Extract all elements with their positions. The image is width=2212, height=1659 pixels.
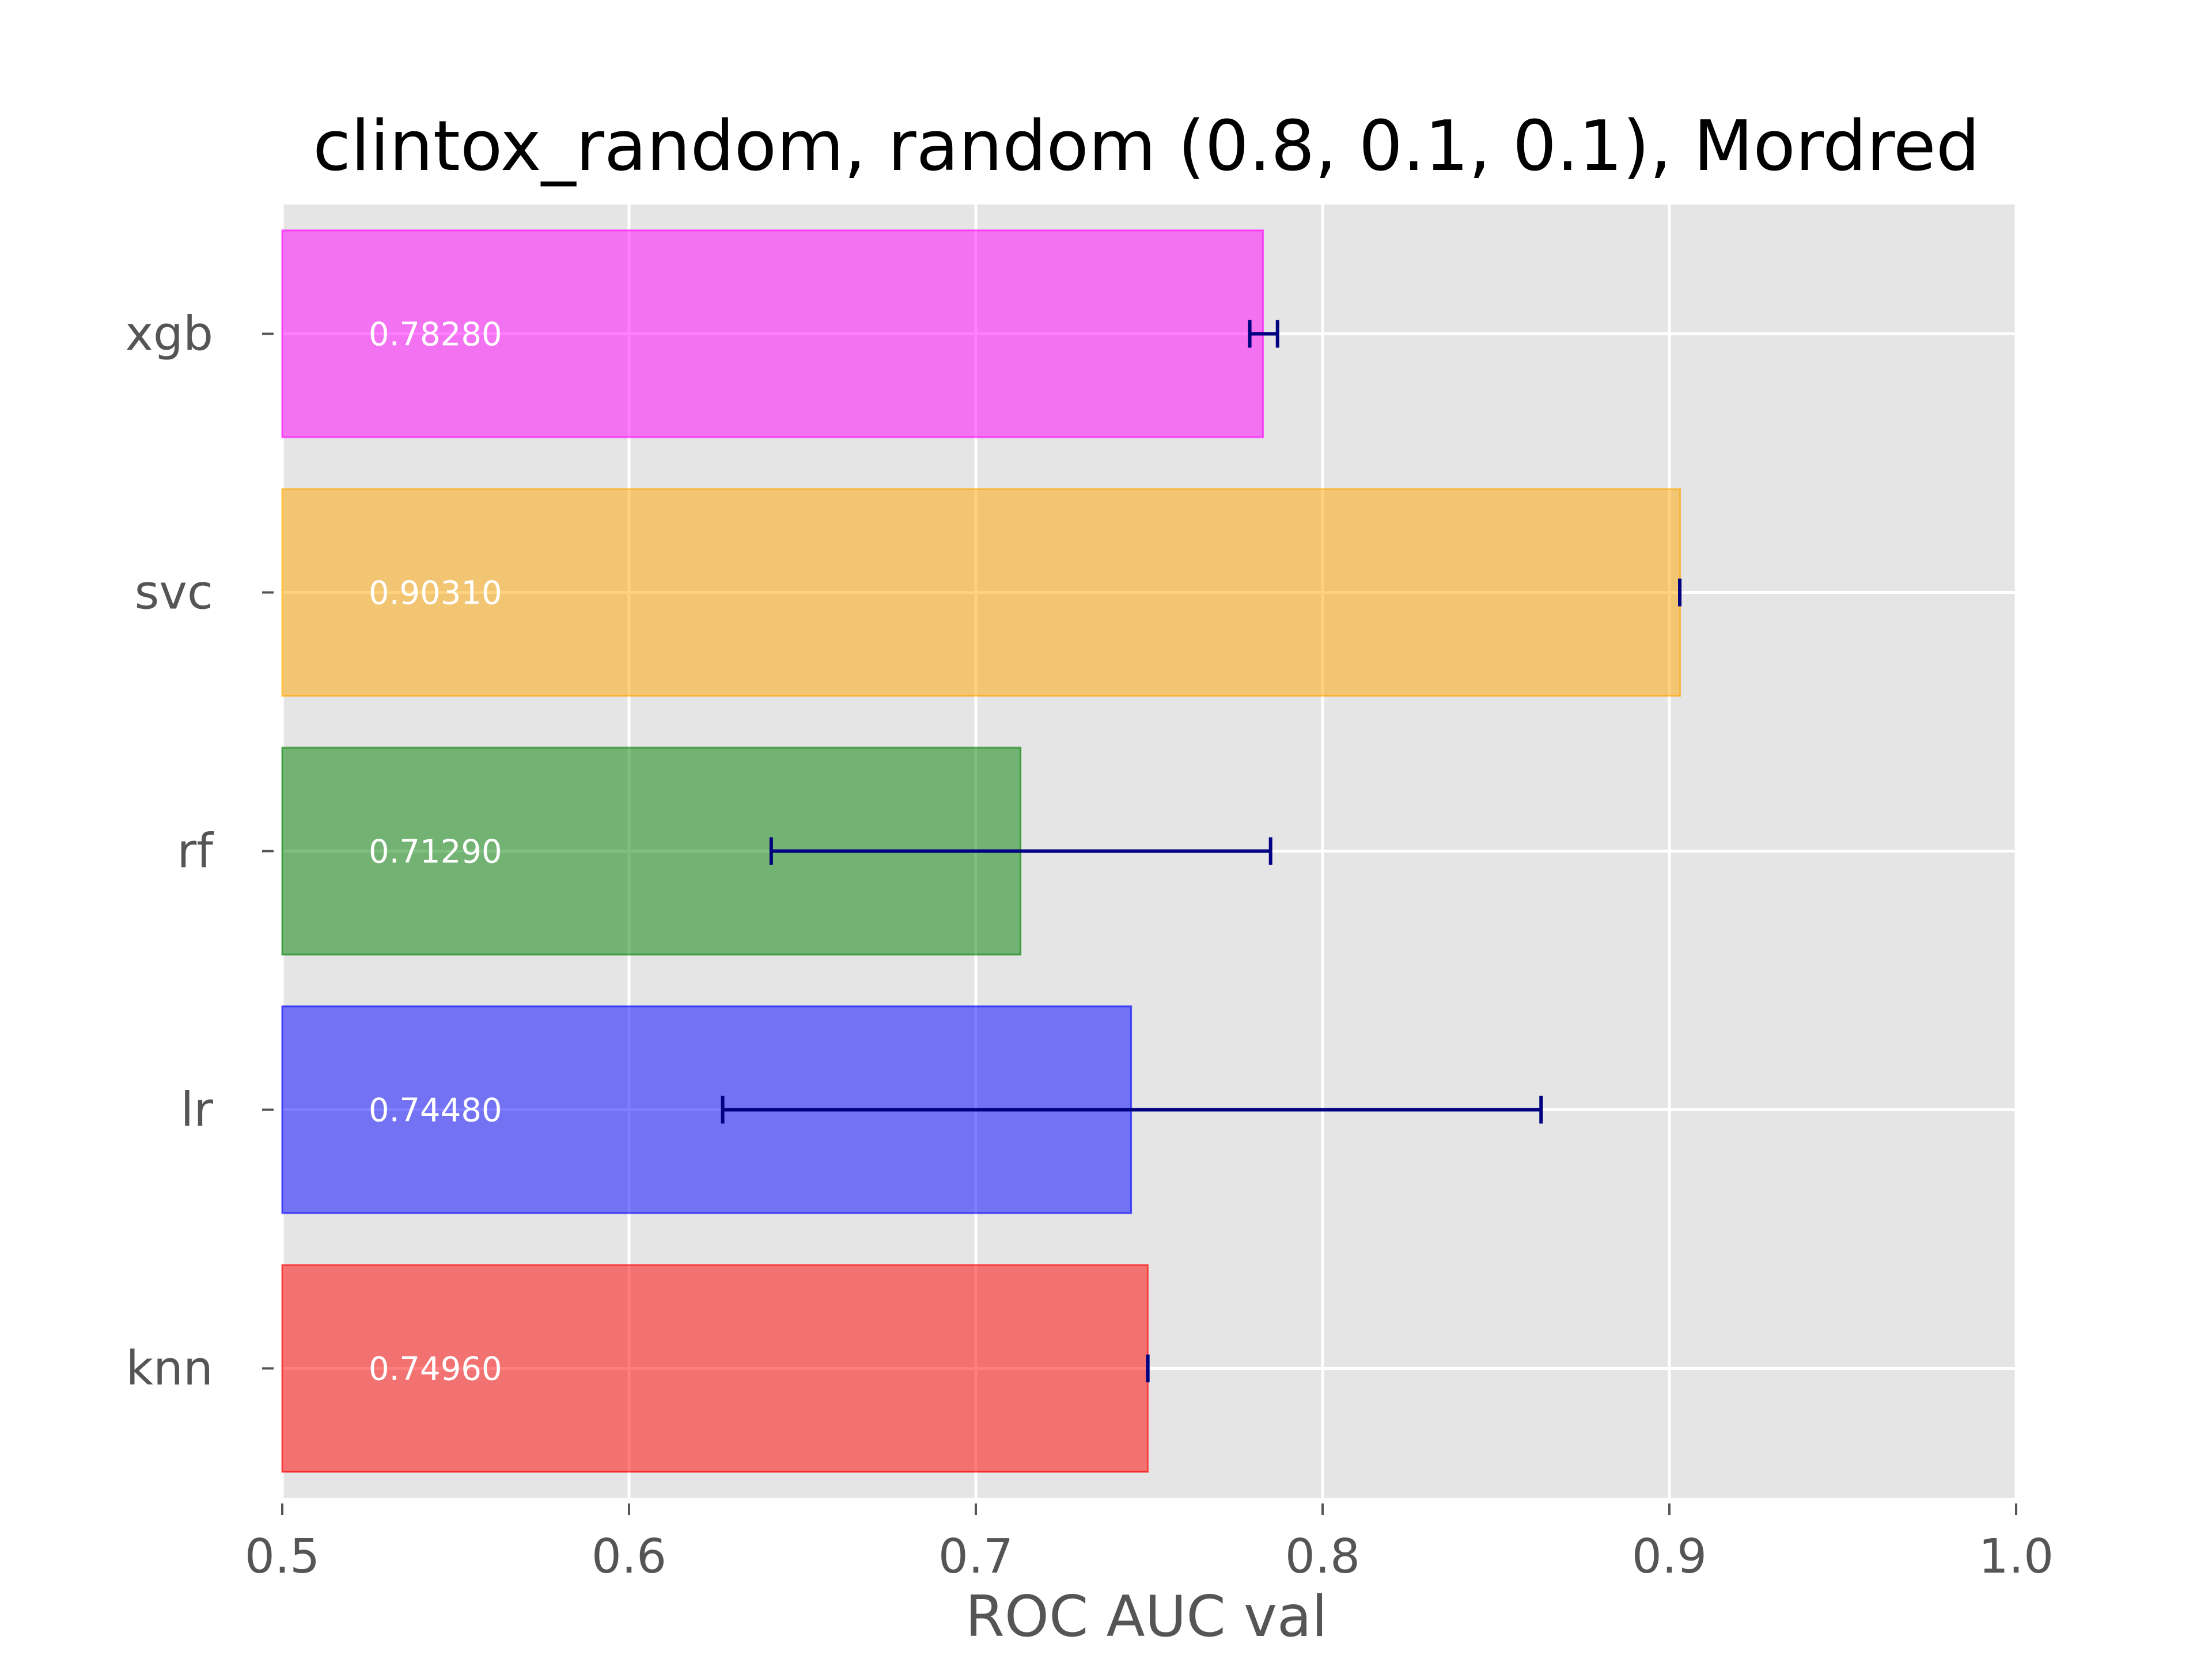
value-label-rf: 0.71290: [369, 834, 502, 871]
y-tick-label-knn: knn: [126, 1342, 213, 1396]
y-axis: knn lr rf svc xgb: [125, 307, 274, 1396]
value-label-svc: 0.90310: [369, 575, 502, 612]
bars: [281, 229, 1681, 1473]
y-tick-label-rf: rf: [177, 824, 214, 879]
x-tick-label: 1.0: [1979, 1529, 2054, 1584]
x-tick-label: 0.6: [592, 1529, 666, 1584]
x-axis: 0.5 0.6 0.7 0.8 0.9 1.0: [245, 1503, 2054, 1584]
y-tick-label-lr: lr: [181, 1083, 214, 1138]
error-bar-xgb: [1248, 320, 1279, 348]
value-label-knn: 0.74960: [369, 1351, 502, 1388]
value-label-xgb: 0.78280: [369, 316, 502, 354]
chart-title: clintox_random, random (0.8, 0.1, 0.1), …: [313, 107, 1980, 187]
error-bar-rf: [769, 837, 1272, 865]
x-tick-label: 0.8: [1285, 1529, 1360, 1584]
bar-knn: [281, 1264, 1149, 1473]
x-tick-label: 0.7: [938, 1529, 1013, 1584]
x-axis-label: ROC AUC val: [965, 1584, 1327, 1650]
value-label-lr: 0.74480: [369, 1092, 502, 1130]
bar-xgb: [281, 229, 1264, 438]
error-bars: [721, 320, 1682, 1382]
x-tick-label: 0.9: [1632, 1529, 1707, 1584]
x-tick-label: 0.5: [245, 1529, 320, 1584]
value-labels: 0.74960 0.74480 0.71290 0.90310 0.78280: [369, 316, 502, 1388]
y-tick-label-xgb: xgb: [125, 307, 213, 362]
error-bar-lr: [721, 1096, 1543, 1124]
y-tick-label-svc: svc: [135, 566, 213, 620]
